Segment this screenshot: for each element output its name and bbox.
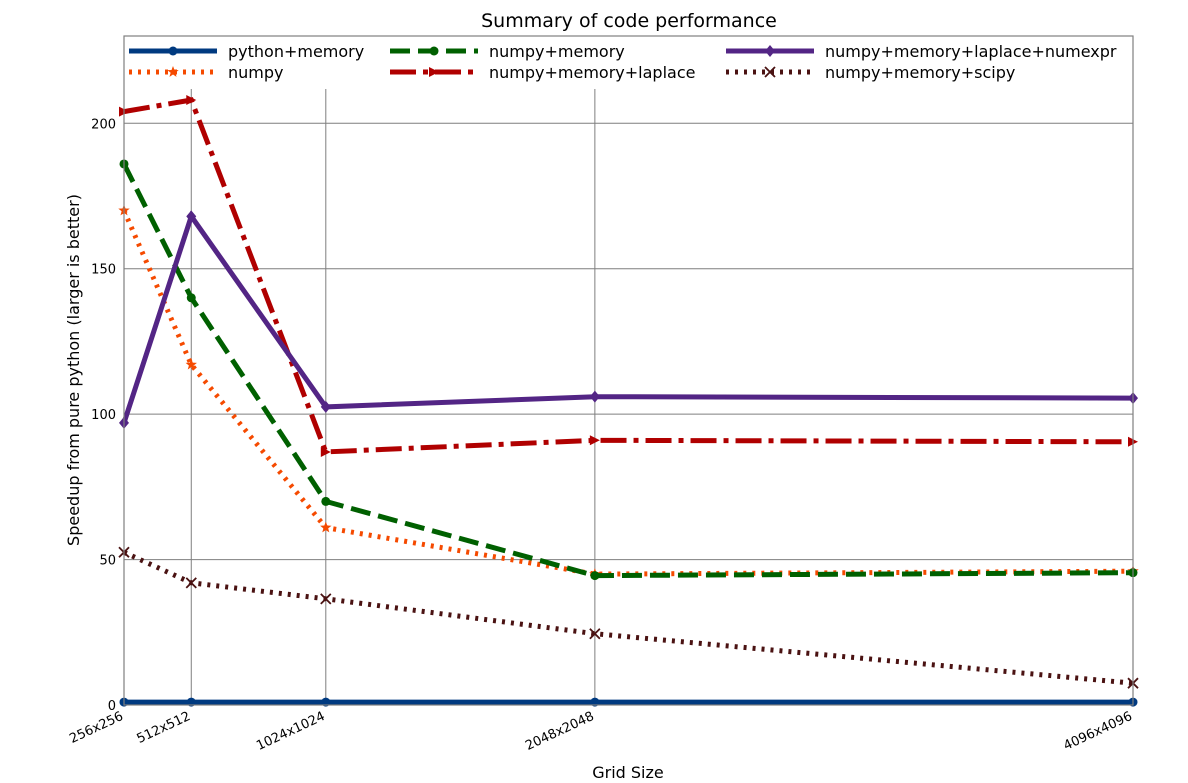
data-point [590,571,600,581]
legend-entry: numpy [129,63,284,82]
y-tick-label: 200 [91,117,116,132]
legend-label: numpy+memory+scipy [825,63,1015,82]
legend-box [125,37,1132,88]
legend: python+memory numpy numpy+memory numpy+memo… [125,37,1132,88]
legend-entry: numpy+memory+laplace [390,63,695,82]
y-tick-label: 150 [91,263,116,278]
data-point [186,210,197,223]
data-point [589,390,600,403]
legend-label: numpy+memory+laplace+numexpr [825,42,1117,61]
plot-frame [123,35,1134,706]
legend-marker [429,67,439,77]
legend-entry: python+memory [129,42,364,61]
data-point [321,496,331,506]
legend-label: numpy [228,63,284,82]
data-point [320,446,331,457]
legend-marker [167,66,179,77]
x-axis-label: Grid Size [592,763,664,782]
data-point [320,593,332,605]
series-layer [118,94,1139,707]
legend-label: numpy+memory [489,42,625,61]
data-point [186,94,197,105]
data-point [320,400,331,413]
legend-marker [764,66,776,78]
chart-title: Summary of code performance [481,10,777,32]
data-point [185,358,197,370]
series-line [123,97,1134,455]
series-numpy-memory [119,159,1138,581]
y-tick-label: 50 [99,554,116,569]
legend-label: python+memory [228,42,364,61]
data-point [185,577,197,589]
y-tick-label: 0 [108,699,116,714]
y-axis-label: Speedup from pure python (larger is bett… [64,194,83,546]
series-numpy-memory-scipy [118,546,1139,689]
legend-marker [765,45,775,57]
legend-entry: numpy+memory [390,42,625,61]
y-tick-labels: 0 50 100 150 200 [91,117,116,714]
legend-marker [168,46,178,56]
legend-label: numpy+memory+laplace [489,63,695,82]
data-point [321,697,331,707]
data-point [186,697,196,707]
data-point [589,628,601,640]
data-point [590,697,600,707]
data-point [320,521,332,533]
legend-marker [429,46,439,56]
legend-entry: numpy+memory+scipy [726,63,1015,82]
data-point [589,435,600,446]
series-numpy-memory-laplace-numexpr [119,210,1138,429]
y-tick-label: 100 [91,408,116,423]
legend-entry: numpy+memory+laplace+numexpr [726,42,1117,61]
data-point [186,293,196,303]
